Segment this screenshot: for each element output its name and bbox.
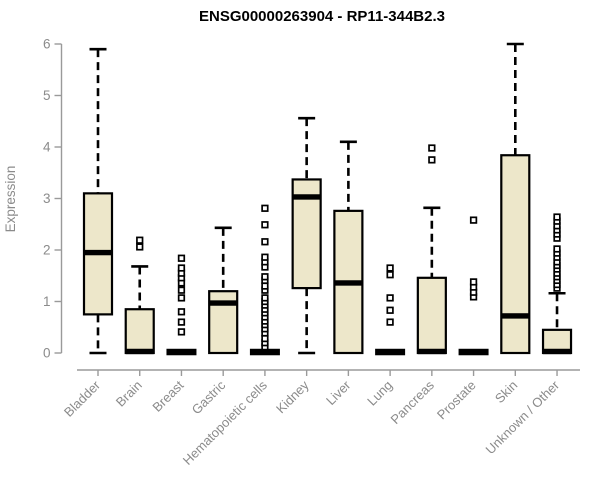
outlier-point [261, 253, 269, 261]
x-category-label: Gastric [189, 377, 229, 417]
box-groups [82, 42, 573, 356]
outlier-point [469, 216, 478, 224]
outlier-point [553, 245, 561, 253]
outlier-point [261, 221, 269, 229]
median-line [292, 194, 321, 200]
box-bladder [82, 47, 114, 355]
y-tick-label: 1 [43, 294, 51, 309]
outlier-point [553, 213, 561, 221]
x-category-label: Brain [113, 378, 145, 410]
outlier-point [261, 282, 269, 290]
y-axis-label: Expression [3, 166, 18, 233]
outlier-point [469, 278, 478, 286]
y-tick-label: 2 [43, 243, 51, 258]
median-line [209, 300, 238, 306]
x-category-label: Skin [492, 378, 520, 406]
outlier-point [428, 156, 436, 164]
outlier-point [386, 294, 394, 302]
outlier-point [136, 243, 144, 251]
x-category-label: Unknown / Other [483, 377, 563, 457]
box-hematopoietic-cells [249, 204, 280, 356]
outlier-point [386, 264, 394, 272]
chart-title: ENSG00000263904 - RP11-344B2.3 [199, 8, 445, 25]
iqr-box [416, 276, 447, 355]
outlier-point [177, 308, 186, 316]
box-kidney [291, 116, 322, 355]
box-gastric [208, 226, 239, 355]
x-category-label: Liver [323, 377, 354, 408]
median-line [84, 249, 112, 256]
outlier-point [177, 264, 186, 272]
outlier-point [386, 271, 394, 279]
outlier-point [177, 328, 186, 336]
x-category-label: Prostate [434, 378, 479, 423]
y-tick-label: 3 [43, 191, 51, 206]
outlier-point [177, 318, 186, 326]
box-pancreas [416, 144, 447, 355]
x-category-label: Kidney [273, 377, 312, 416]
iqr-box [124, 308, 155, 355]
box-lung [375, 264, 406, 356]
median-line [501, 313, 530, 319]
collapsed-box [166, 348, 197, 356]
y-tick-label: 6 [43, 37, 51, 52]
collapsed-box [249, 348, 280, 356]
collapsed-box [458, 348, 489, 356]
outlier-point [386, 306, 394, 314]
outlier-point [261, 294, 269, 302]
outlier-point [136, 236, 144, 244]
outlier-point [177, 286, 186, 294]
median-line [417, 348, 446, 355]
collapsed-box [375, 348, 406, 356]
outlier-point [428, 144, 436, 152]
outlier-point [386, 318, 394, 326]
outlier-point [177, 294, 186, 302]
iqr-box [500, 154, 531, 355]
median-line [125, 348, 154, 355]
box-breast [166, 254, 197, 356]
outlier-point [261, 273, 269, 281]
x-category-label: Bladder [61, 377, 104, 420]
median-line [543, 348, 572, 355]
box-liver [333, 140, 364, 355]
y-tick-label: 4 [43, 140, 51, 155]
median-line [334, 280, 363, 286]
box-unknown-other [541, 213, 573, 355]
y-tick-label: 5 [43, 88, 51, 103]
x-category-label: Breast [149, 377, 186, 414]
outlier-point [261, 334, 269, 343]
x-category-label: Lung [364, 378, 395, 409]
box-brain [124, 236, 155, 355]
outlier-point [261, 204, 269, 212]
x-category-label: Pancreas [388, 377, 438, 427]
box-prostate [458, 216, 489, 356]
outlier-point [177, 254, 186, 262]
outlier-point [261, 238, 269, 246]
y-tick-label: 0 [43, 346, 51, 361]
box-skin [500, 42, 531, 355]
